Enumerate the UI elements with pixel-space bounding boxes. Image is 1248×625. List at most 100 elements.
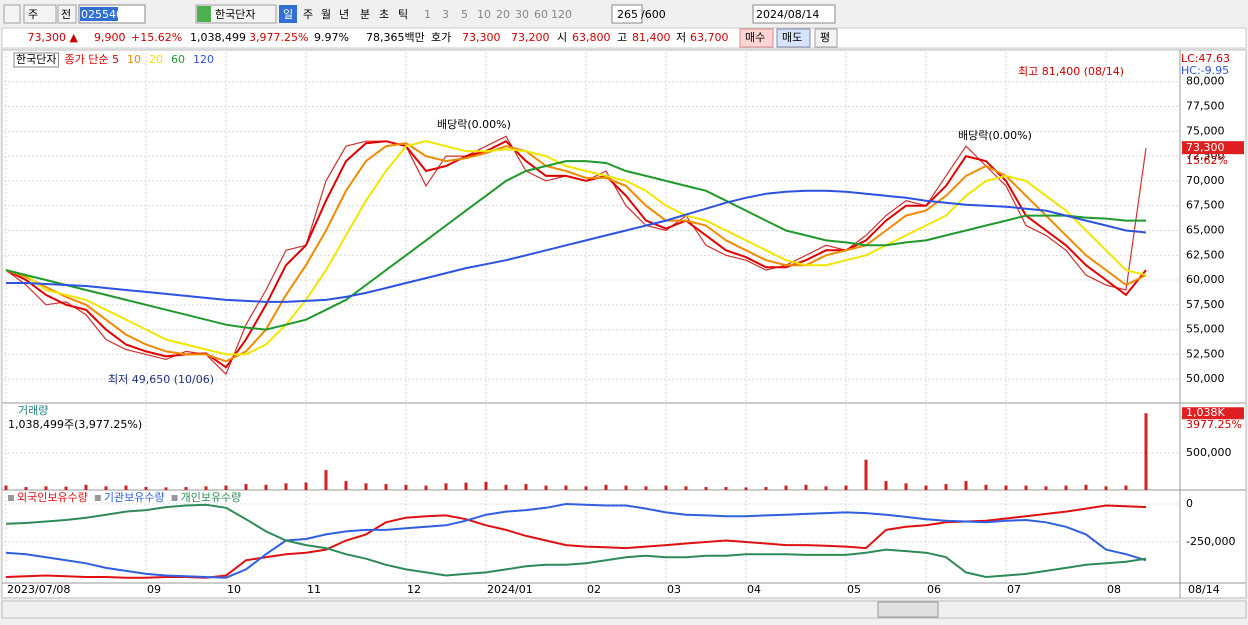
buy-button[interactable] [739,28,774,48]
last-volume-tag [1182,407,1244,420]
interval[interactable]: 틱 [398,8,408,21]
y-tick-label: 67,500 [1186,199,1225,212]
volume-bar [224,485,228,490]
count-input[interactable] [611,4,643,24]
count[interactable]: 265 [617,8,638,21]
high-annotation: 최고 81,400 (08/14) [1018,65,1124,78]
x-tick-label: 03 [667,583,681,596]
x-tick-label: 09 [147,583,161,596]
open-label: 시 [557,31,567,44]
legend-entry: 10 [127,53,141,66]
volume-bar [464,482,468,490]
menu-button[interactable] [3,4,21,24]
volume-bar [1044,486,1048,490]
volume-bar [164,487,168,490]
interval[interactable]: 년 [339,8,349,21]
volume-bar [924,485,928,490]
legend-entry: 20 [149,53,163,66]
low-annotation: 최저 49,650 (10/06) [108,373,214,386]
date-input[interactable] [752,4,836,24]
avg[interactable]: 평 [820,31,830,44]
sell[interactable]: 매도 [782,31,802,44]
x-tick-label: 08 [1107,583,1121,596]
volume-bar [344,481,348,490]
code[interactable]: 025540 [81,8,123,21]
code-highlight [80,7,118,21]
low: 63,700 [690,31,729,44]
count-option[interactable]: 3 [442,8,449,21]
period-type[interactable]: 주 [28,8,38,21]
interval[interactable]: 주 [303,8,313,21]
count-option[interactable]: 10 [477,8,491,21]
low-label: 저 [676,31,686,44]
count-max: /600 [641,8,666,21]
last-price: 73,300 [1186,141,1225,154]
sell-button[interactable] [776,28,811,48]
volume-bar [1124,485,1128,490]
ask-label: 호가 [431,31,451,44]
interval[interactable]: 분 [360,8,370,21]
x-tick-label: 12 [407,583,421,596]
y-tick-label: 57,500 [1186,298,1225,311]
volume-bar [524,484,528,490]
count-option[interactable]: 20 [496,8,510,21]
y-tick-label: 70,000 [1186,174,1225,187]
count-option[interactable]: 60 [534,8,548,21]
ex-dividend: 배당락(0.00%) [437,118,511,131]
series-line [5,160,1146,331]
prev-button[interactable] [57,4,77,24]
scrollbar[interactable] [1,600,1247,619]
interval[interactable]: 일 [283,7,293,21]
bid: 73,200 [511,31,550,44]
volume-bar [324,470,328,490]
interval-active[interactable] [279,5,297,23]
volume-bar [624,485,628,490]
count-option[interactable]: 1 [424,8,431,21]
legend-marker [8,495,14,501]
count-option[interactable]: 5 [461,8,468,21]
y-tick-label: 65,000 [1186,223,1225,236]
volume-bar [24,487,28,490]
volume-bar [244,484,248,490]
volume-bar [304,482,308,490]
volume-bar [664,485,668,490]
legend-marker [94,495,101,501]
high-label: 고 [617,31,627,44]
hc: HC:-9.95 [1181,64,1229,77]
volume-bar [1144,413,1148,490]
volume-bar [1024,485,1028,490]
prev[interactable]: 전 [61,8,71,21]
lc: LC:47.63 [1181,52,1230,65]
volume-bar [144,487,148,490]
y-tick-label: 75,000 [1186,124,1225,137]
volume-bar [804,484,808,490]
volume-bar [1004,485,1008,490]
volume-bar [844,485,848,490]
count-option[interactable]: 30 [515,8,529,21]
volume-bar [4,485,8,490]
volume-bar [104,486,108,490]
count-option[interactable]: 120 [551,8,572,21]
legend-entry: 60 [171,53,185,66]
volume-bar [584,486,588,490]
x-tick-label: 06 [927,583,941,596]
volume-bar [604,484,608,490]
volume: 1,038,499 [190,31,246,44]
x-tick-label: 04 [747,583,761,596]
series-line [5,142,1147,363]
volume-bar [644,486,648,490]
last-price-tag [1182,141,1244,155]
y-tick-label: 62,500 [1186,248,1225,261]
volume-bar [204,486,208,490]
volume-bar [944,484,948,490]
interval[interactable]: 초 [379,8,389,21]
volume-bar [764,487,768,490]
avg-button[interactable] [814,28,838,48]
series-line [5,503,1147,579]
period-select[interactable] [23,4,57,24]
buy[interactable]: 매수 [745,31,765,44]
date[interactable]: 2024/08/14 [756,8,819,21]
legend-marker [171,495,178,501]
scroll-controls[interactable] [877,601,939,618]
interval[interactable]: 월 [321,8,331,21]
